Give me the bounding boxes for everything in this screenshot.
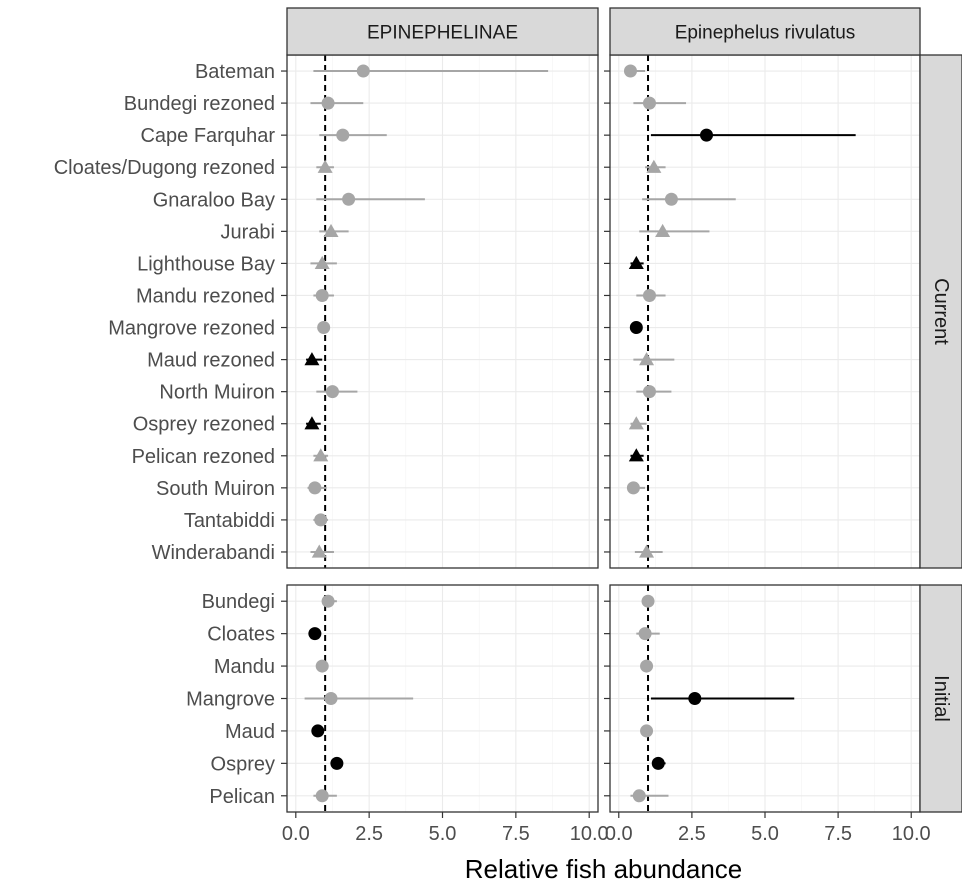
- data-point-triangle: [628, 416, 644, 430]
- x-axis-title: Relative fish abundance: [465, 854, 743, 884]
- y-tick-label: Tantabiddi: [184, 510, 275, 532]
- facet-title: EPINEPHELINAE: [367, 23, 518, 44]
- data-point-circle: [315, 659, 329, 673]
- row-strip-label: Current: [930, 278, 952, 345]
- data-point-circle: [632, 789, 646, 803]
- y-tick-label: Mandu rezoned: [136, 285, 275, 307]
- y-tick-label: Gnaraloo Bay: [153, 189, 275, 211]
- data-point-triangle: [323, 223, 339, 237]
- data-point-circle: [640, 659, 654, 673]
- data-point-circle: [640, 724, 654, 738]
- data-point-triangle: [317, 159, 333, 173]
- y-tick-label: South Muiron: [156, 478, 275, 500]
- data-point-circle: [623, 64, 637, 78]
- data-point-circle: [641, 594, 655, 608]
- y-tick-label: Osprey rezoned: [133, 414, 275, 436]
- data-point-circle: [688, 692, 702, 705]
- data-point-triangle: [639, 544, 655, 558]
- data-point-circle: [356, 64, 370, 78]
- y-tick-label: Pelican rezoned: [132, 446, 275, 468]
- x-tick-label: 0.0: [282, 823, 310, 845]
- data-point-circle: [642, 288, 656, 302]
- y-tick-label: Lighthouse Bay: [137, 253, 275, 275]
- data-point-circle: [664, 192, 678, 206]
- data-point-circle: [342, 192, 356, 206]
- x-tick-label: 5.0: [751, 823, 779, 845]
- y-tick-label: Bateman: [195, 61, 275, 83]
- data-point-circle: [651, 756, 665, 770]
- data-point-circle: [642, 96, 656, 110]
- data-point-circle: [325, 385, 339, 399]
- data-point-circle: [629, 321, 643, 335]
- data-point-circle: [336, 128, 350, 142]
- data-point-triangle: [304, 352, 320, 366]
- data-point-circle: [311, 724, 325, 738]
- data-point-circle: [314, 513, 328, 527]
- data-point-circle: [321, 96, 335, 110]
- data-point-circle: [308, 481, 322, 495]
- data-point-triangle: [313, 448, 329, 462]
- y-tick-label: Bundegi rezoned: [124, 93, 275, 115]
- y-tick-label: Bundegi: [202, 591, 275, 613]
- x-tick-label: 7.5: [824, 823, 852, 845]
- data-point-circle: [315, 789, 329, 803]
- facet-title: Epinephelus rivulatus: [675, 23, 856, 44]
- data-point-circle: [330, 756, 344, 770]
- row-strip: [919, 54, 962, 569]
- data-point-circle: [321, 594, 335, 608]
- data-point-circle: [315, 288, 329, 302]
- x-tick-label: 7.5: [502, 823, 530, 845]
- y-tick-label: Osprey: [211, 753, 275, 775]
- y-tick-label: Maud rezoned: [147, 350, 275, 372]
- data-point-triangle: [628, 448, 644, 462]
- data-point-triangle: [311, 544, 327, 558]
- y-tick-label: Maud: [225, 721, 275, 743]
- y-tick-label: Mandu: [214, 656, 275, 678]
- y-tick-label: Mangrove: [186, 689, 275, 711]
- x-tick-label: 2.5: [678, 823, 706, 845]
- facet-strip: [286, 7, 599, 56]
- data-point-triangle: [314, 255, 330, 270]
- x-tick-label: 0.0: [605, 823, 633, 845]
- y-tick-label: Pelican: [209, 786, 275, 808]
- data-point-circle: [700, 128, 714, 142]
- data-point-triangle: [304, 416, 320, 430]
- data-point-triangle: [639, 352, 655, 366]
- data-point-triangle: [646, 159, 662, 173]
- data-point-circle: [638, 627, 652, 641]
- facet-strip: [609, 7, 921, 56]
- y-tick-label: Jurabi: [221, 221, 275, 243]
- x-tick-label: 5.0: [429, 823, 457, 845]
- data-point-circle: [308, 627, 322, 641]
- x-tick-label: 2.5: [355, 823, 383, 845]
- data-point-triangle: [655, 223, 671, 237]
- data-point-circle: [626, 481, 640, 495]
- x-tick-label: 10.0: [570, 823, 609, 845]
- y-tick-label: Cape Farquhar: [140, 125, 275, 147]
- y-tick-label: Cloates: [207, 624, 275, 646]
- data-point-triangle: [628, 255, 644, 270]
- row-strip-label: Initial: [930, 675, 952, 722]
- y-tick-label: Cloates/Dugong rezoned: [54, 157, 275, 179]
- y-tick-label: Mangrove rezoned: [108, 318, 275, 340]
- data-point-circle: [317, 321, 331, 335]
- y-tick-label: North Muiron: [159, 382, 275, 404]
- data-point-circle: [324, 692, 338, 705]
- x-tick-label: 10.0: [892, 823, 931, 845]
- y-tick-label: Winderabandi: [152, 542, 275, 564]
- data-point-circle: [642, 385, 656, 399]
- row-strip: [919, 584, 962, 813]
